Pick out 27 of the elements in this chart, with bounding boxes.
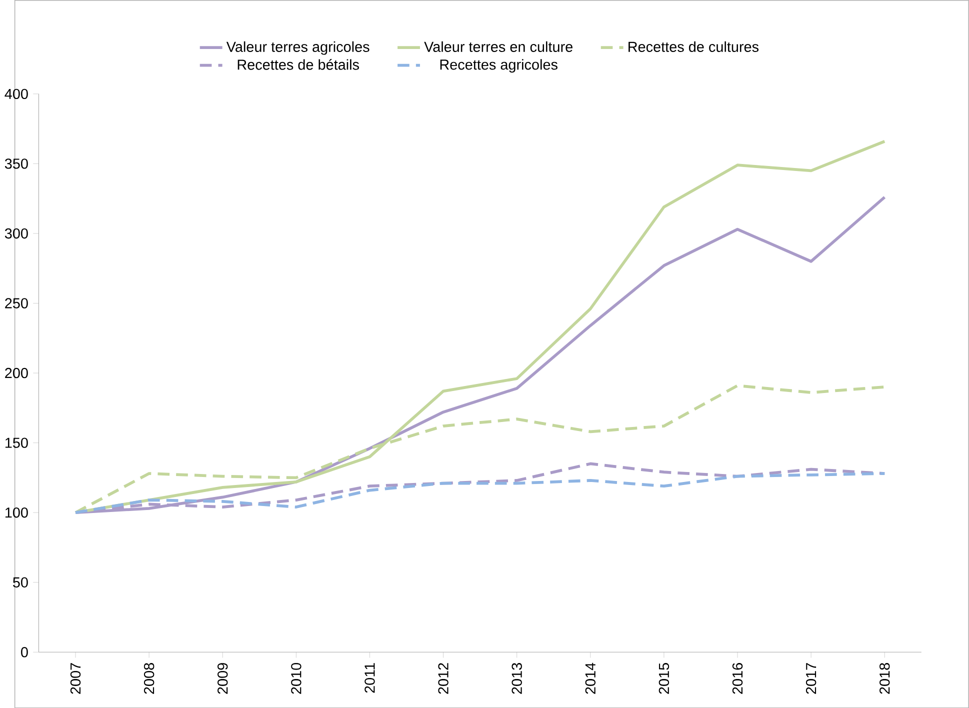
legend-label: Recettes de cultures — [628, 41, 759, 52]
x-tick-label: 2018 — [880, 662, 890, 694]
y-tick-label: 50 — [12, 577, 28, 588]
x-tick-label: 2013 — [512, 662, 522, 694]
x-tick-label: 2007 — [70, 662, 81, 694]
line-series — [74, 472, 886, 514]
y-tick-label: 150 — [5, 438, 28, 448]
x-tick-label: 2016 — [732, 662, 743, 694]
y-tick-label: 300 — [4, 228, 28, 238]
x-tick-label: 2017 — [806, 662, 816, 694]
y-tick-label: 400 — [4, 88, 28, 99]
legend-label: Valeur terres en culture — [424, 41, 572, 52]
x-tick-label: 2014 — [585, 662, 596, 694]
x-tick-label: 2010 — [291, 662, 302, 694]
x-tick-label: 2015 — [658, 662, 670, 694]
x-tick-label: 2011 — [364, 662, 375, 693]
y-tick-label: 350 — [4, 158, 28, 169]
y-tick-label: 100 — [5, 507, 28, 518]
x-tick-label: 2012 — [438, 662, 448, 694]
y-tick-label: 200 — [5, 368, 28, 378]
x-tick-label: 2008 — [144, 662, 154, 694]
x-tick-label: 2009 — [218, 662, 228, 694]
legend-label: Recettes de bétails — [238, 58, 359, 70]
y-tick-label: 0 — [21, 646, 28, 658]
legend-label: Valeur terres agricoles — [226, 41, 370, 55]
legend-label: Recettes agricoles — [440, 58, 558, 72]
y-tick-label: 250 — [5, 298, 28, 308]
